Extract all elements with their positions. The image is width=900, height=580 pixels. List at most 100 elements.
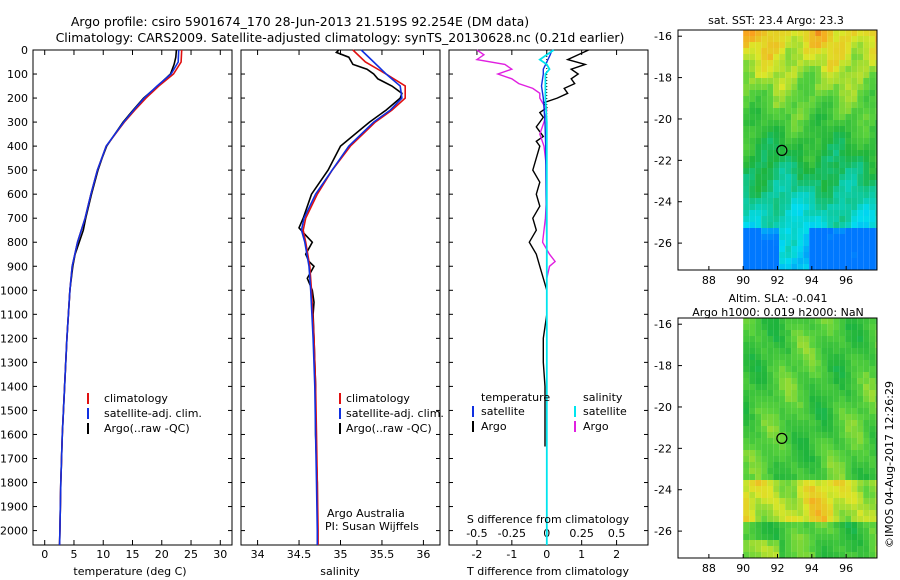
map-cell [851,168,858,174]
map-cell [821,48,828,54]
map-cell [851,54,858,60]
map-cell [845,432,852,438]
map-cell [767,420,774,426]
map-cell [863,354,870,360]
map-cell [803,330,810,336]
map-cell [743,408,750,414]
map-cell [839,348,846,354]
map-cell [743,360,750,366]
map-cell [779,264,786,270]
map-cell [857,444,864,450]
map-cell [761,378,768,384]
map-cell [797,390,804,396]
map-cell [815,360,822,366]
map-cell [803,546,810,552]
map-cell [857,318,864,324]
map-cell [821,480,828,486]
map-cell [851,432,858,438]
map-cell [875,60,877,66]
map-cell [869,552,876,558]
map-cell [749,480,756,486]
map-cell [767,510,774,516]
map-cell [767,402,774,408]
map-cell [761,408,768,414]
map-cell [851,390,858,396]
map-cell [845,258,852,264]
map-cell [743,126,750,132]
map-cell [839,384,846,390]
map-cell [845,192,852,198]
map-cell [845,396,852,402]
map-cell [749,342,756,348]
map-cell [869,468,876,474]
map-cell [755,222,762,228]
map-cell [743,210,750,216]
map-cell [749,72,756,78]
map-cell [809,492,816,498]
map-cell [839,324,846,330]
map-cell [815,462,822,468]
map-cell [803,516,810,522]
map-cell [749,552,756,558]
map-cell [767,120,774,126]
map-cell [839,228,846,234]
map-cell [809,396,816,402]
map-cell [797,426,804,432]
map-cell [839,408,846,414]
map-cell [869,426,876,432]
map-cell [791,72,798,78]
map-cell [767,30,774,36]
map-cell [755,330,762,336]
map-cell [875,486,877,492]
map-cell [845,534,852,540]
map-cell [803,324,810,330]
map-cell [779,420,786,426]
map-cell [869,114,876,120]
map-cell [791,546,798,552]
map-cell [809,150,816,156]
map-cell [761,114,768,120]
map-cell [857,180,864,186]
map-cell [839,522,846,528]
map-cell [821,444,828,450]
salinity-argo-line [298,49,403,531]
depth-tick-label: 1100 [0,308,28,321]
map-cell [761,198,768,204]
map-cell [761,252,768,258]
map-cell [809,474,816,480]
map-cell [821,552,828,558]
map-cell [743,528,750,534]
map-cell [875,528,877,534]
map-cell [809,222,816,228]
map-cell [821,372,828,378]
map-cell [815,330,822,336]
map-cell [815,354,822,360]
map-cell [821,138,828,144]
map-cell [767,126,774,132]
map-cell [791,96,798,102]
map-cell [845,504,852,510]
map-cell [779,528,786,534]
map-cell [767,108,774,114]
map-cell [743,486,750,492]
map-cell [833,504,840,510]
map-cell [803,552,810,558]
map-cell [767,414,774,420]
map-cell [869,174,876,180]
map-cell [773,516,780,522]
map-cell [797,66,804,72]
map-cell [749,96,756,102]
map-cell [767,462,774,468]
map-cell [755,408,762,414]
map-cell [755,474,762,480]
map-cell [845,144,852,150]
map-cell [785,198,792,204]
map-cell [773,36,780,42]
map-cell [773,42,780,48]
map-cell [851,336,858,342]
map-cell [857,252,864,258]
map-cell [863,168,870,174]
map-cell [839,240,846,246]
map-cell [791,174,798,180]
map-cell [767,264,774,270]
